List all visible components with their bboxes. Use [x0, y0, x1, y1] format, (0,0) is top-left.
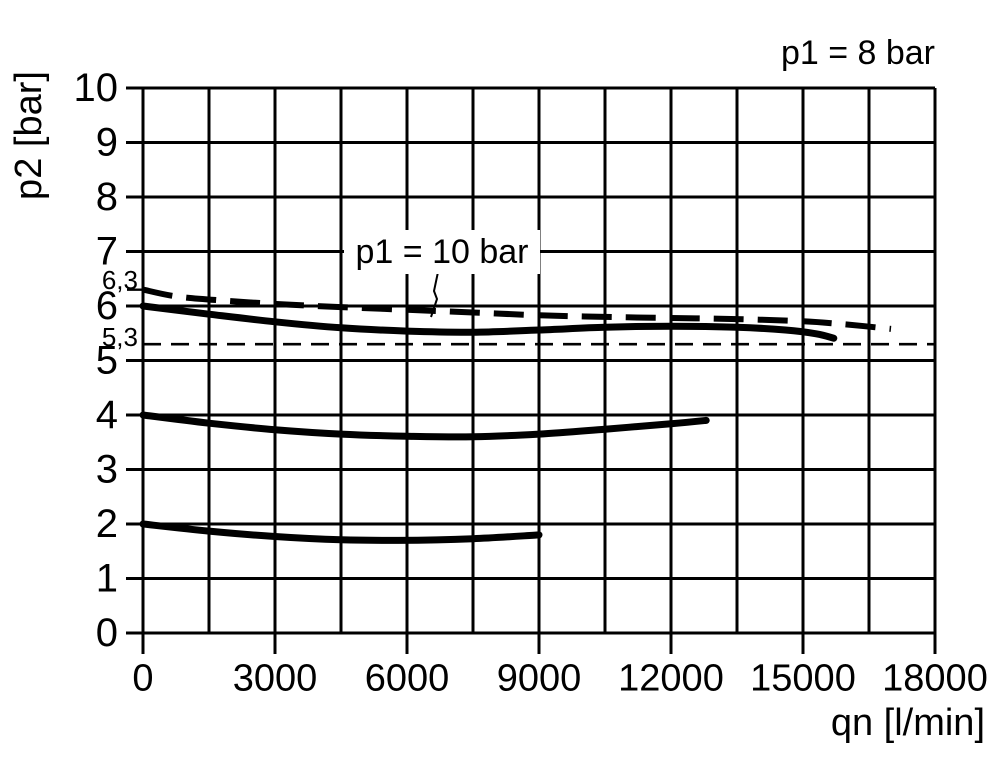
y-reference-label-5-3: 5,3	[101, 322, 138, 352]
y-tick-label: 9	[96, 121, 118, 165]
series-curve-solid-2bar	[139, 520, 543, 544]
y-tick-label: 7	[96, 230, 118, 274]
y-tick-label: 3	[96, 448, 118, 492]
y-tick-label: 8	[96, 175, 118, 219]
y-tick-label: 0	[96, 611, 118, 655]
series-curve-solid-6bar	[139, 302, 838, 342]
x-tick-label: 18000	[882, 657, 988, 699]
annotation-p1-10bar: p1 = 10 bar	[344, 230, 540, 274]
y-tick-label: 5	[96, 339, 118, 383]
y-tick-label: 6	[96, 284, 118, 328]
y-tick-label: 2	[96, 502, 118, 546]
x-tick-label: 15000	[750, 657, 856, 699]
y-axis-title-text: p2 [bar]	[7, 70, 50, 200]
y-tick-label: 1	[96, 557, 118, 601]
x-tick-label: 12000	[618, 657, 724, 699]
series-curve-solid-4bar	[139, 411, 710, 441]
series-curve-dashed-p1-10bar	[142, 286, 892, 332]
y-reference-label-6-3: 6,3	[101, 265, 138, 295]
x-tick-label: 6000	[365, 657, 450, 699]
annotation-p1-8bar: p1 = 8 bar	[780, 34, 935, 72]
x-tick-label: 9000	[497, 657, 582, 699]
x-axis-title: qn [l/min]	[830, 702, 985, 744]
y-tick-label: 4	[96, 393, 118, 437]
y-tick-label: 10	[74, 66, 119, 110]
x-tick-label: 0	[132, 657, 153, 699]
x-tick-label: 3000	[233, 657, 318, 699]
y-axis-title: p2 [bar]	[6, 62, 52, 208]
